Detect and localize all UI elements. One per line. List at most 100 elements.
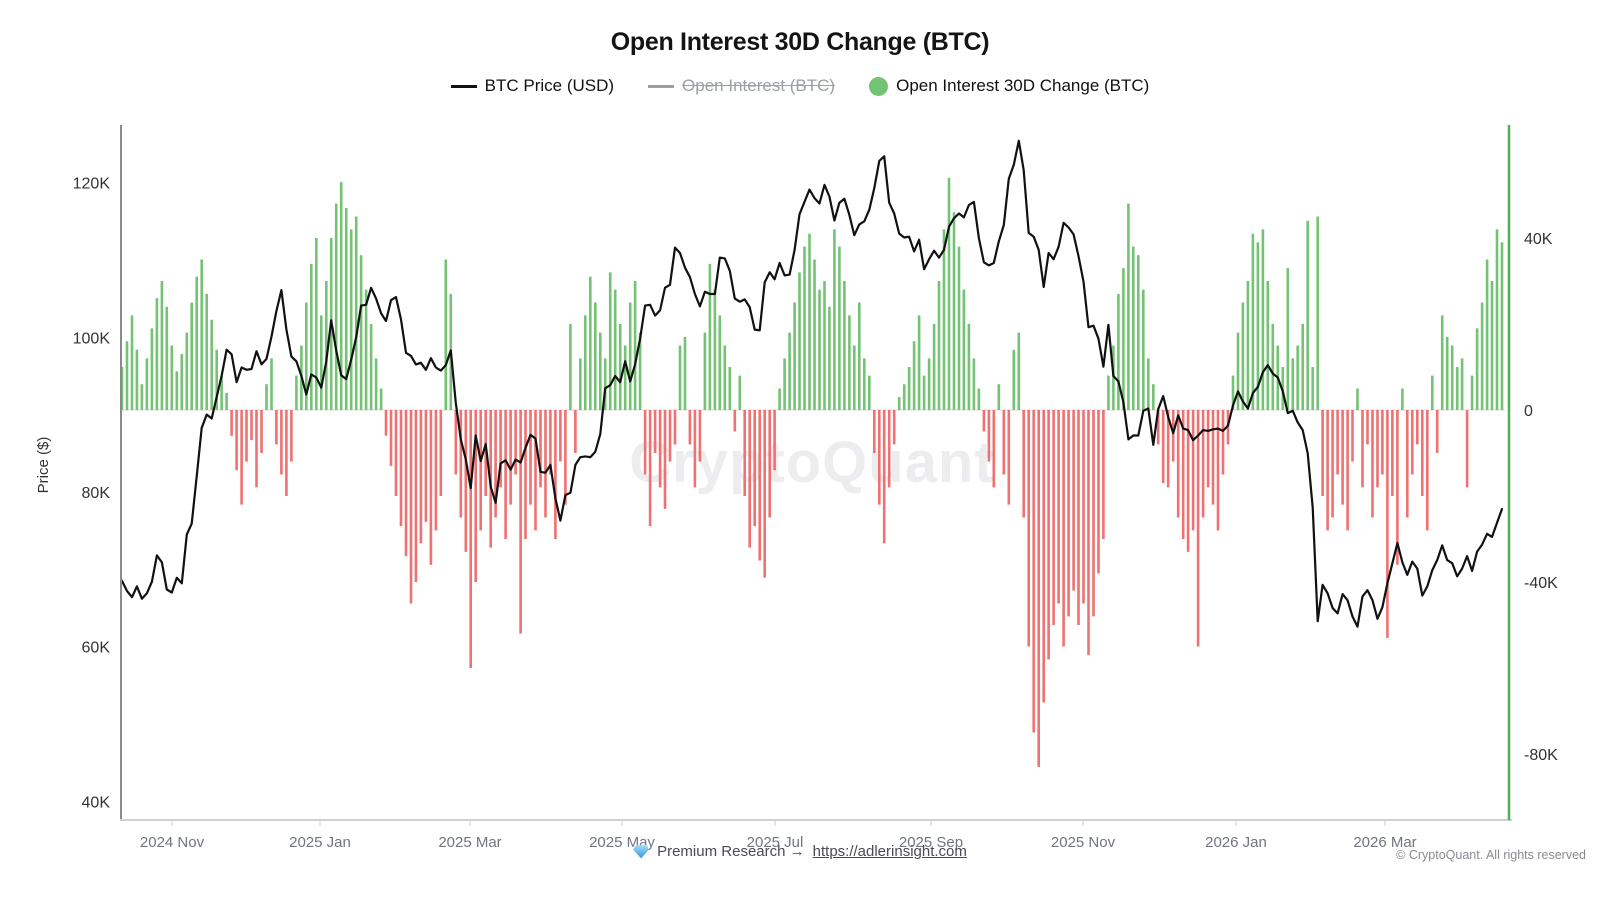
oi-bar: [823, 281, 826, 410]
oi-bar: [379, 388, 383, 410]
oi-bar: [1191, 410, 1195, 531]
oi-bar: [698, 410, 702, 462]
oi-bar: [1206, 410, 1210, 488]
oi-bar: [524, 410, 527, 539]
oi-bar: [1306, 220, 1309, 410]
oi-bar: [295, 375, 298, 410]
oi-bar: [1087, 410, 1090, 656]
dot-marker-icon: [869, 76, 889, 96]
chart-legend: BTC Price (USD) Open Interest (BTC) Open…: [0, 76, 1600, 96]
legend-label: Open Interest (BTC): [682, 76, 836, 95]
oi-bar: [384, 410, 388, 436]
oi-bar: [579, 358, 582, 410]
oi-bar: [145, 358, 149, 410]
oi-bar: [554, 410, 557, 539]
axis-tick-label: -40K: [1524, 575, 1558, 592]
oi-change-bars: [120, 177, 1504, 767]
oi-bar: [469, 410, 472, 668]
oi-bar: [1296, 345, 1299, 410]
oi-bar: [858, 302, 861, 410]
oi-bar: [1326, 410, 1329, 531]
axis-tick-label: 2025 Jul: [747, 834, 804, 851]
oi-bar: [509, 410, 512, 505]
oi-bar: [907, 367, 911, 410]
oi-bar: [897, 397, 901, 410]
oi-bar: [977, 388, 981, 410]
oi-bar: [1012, 349, 1016, 410]
oi-bar: [1166, 410, 1170, 488]
oi-bar: [1460, 358, 1464, 410]
oi-bar: [185, 332, 189, 410]
oi-bar: [270, 358, 273, 410]
oi-bar: [1032, 410, 1035, 733]
oi-bar: [1311, 367, 1314, 410]
oi-bar: [529, 410, 532, 505]
oi-bar: [658, 410, 662, 488]
oi-bar: [1231, 375, 1235, 410]
oi-bar: [1480, 302, 1484, 410]
oi-bar: [728, 367, 732, 410]
oi-bar: [549, 410, 552, 475]
oi-bar: [768, 410, 771, 518]
oi-bar: [828, 306, 831, 410]
oi-bar: [693, 410, 697, 488]
oi-bar: [997, 384, 1001, 410]
oi-bar: [723, 345, 727, 410]
oi-bar: [1186, 410, 1190, 552]
oi-bar: [838, 246, 841, 410]
oi-bar: [1052, 410, 1055, 625]
oi-bar: [1465, 410, 1469, 488]
oi-bar: [1226, 410, 1230, 445]
oi-bar: [778, 388, 781, 410]
oi-bar: [1470, 375, 1474, 410]
oi-bar: [962, 289, 966, 410]
copyright-text: © CryptoQuant. All rights reserved: [1396, 848, 1586, 862]
oi-bar: [474, 410, 477, 582]
oi-bar: [504, 410, 507, 539]
oi-bar: [275, 410, 278, 445]
oi-bar: [1097, 410, 1100, 574]
axis-tick-label: 2025 Nov: [1051, 834, 1116, 851]
axis-tick-label: 120K: [73, 176, 111, 193]
oi-bar: [255, 410, 258, 488]
oi-bar: [942, 229, 946, 410]
oi-bar: [265, 384, 268, 410]
oi-bar: [424, 410, 428, 522]
oi-bar: [1241, 302, 1245, 410]
oi-bar: [1495, 229, 1499, 410]
legend-item-open-interest[interactable]: Open Interest (BTC): [648, 76, 835, 96]
oi-bar: [479, 410, 482, 531]
oi-bar: [1341, 410, 1344, 505]
oi-bar: [1022, 410, 1025, 518]
oi-bar: [982, 410, 986, 432]
oi-bar: [569, 324, 572, 410]
oi-bar: [399, 410, 403, 527]
oi-bar: [285, 410, 288, 496]
legend-label: Open Interest 30D Change (BTC): [896, 76, 1150, 95]
oi-bar: [873, 410, 876, 453]
oi-bar: [748, 410, 751, 548]
page-title: Open Interest 30D Change (BTC): [610, 28, 990, 56]
oi-bar: [315, 238, 318, 410]
oi-bar: [987, 410, 991, 462]
axis-tick-label: 0: [1524, 403, 1533, 420]
oi-bar: [892, 410, 896, 445]
axis-tick-label: 2026 Mar: [1353, 834, 1416, 851]
oi-bar: [1261, 229, 1265, 410]
oi-bar: [1181, 410, 1185, 539]
oi-bar: [1475, 328, 1479, 410]
oi-bar: [140, 384, 144, 410]
oi-bar: [1142, 289, 1145, 410]
oi-bar: [1356, 388, 1359, 410]
oi-bar: [1401, 388, 1404, 410]
oi-bar: [1455, 367, 1459, 410]
oi-bar: [170, 345, 174, 410]
oi-bar: [1266, 281, 1270, 410]
legend-item-oi-30d-change[interactable]: Open Interest 30D Change (BTC): [869, 76, 1149, 96]
oi-bar: [1321, 410, 1324, 496]
oi-bar: [1346, 410, 1349, 531]
legend-item-btc-price[interactable]: BTC Price (USD): [450, 76, 614, 96]
adlerinsight-link[interactable]: https://adlerinsight.com: [812, 843, 967, 860]
oi-bar: [668, 410, 672, 462]
oi-bar: [1062, 410, 1065, 647]
